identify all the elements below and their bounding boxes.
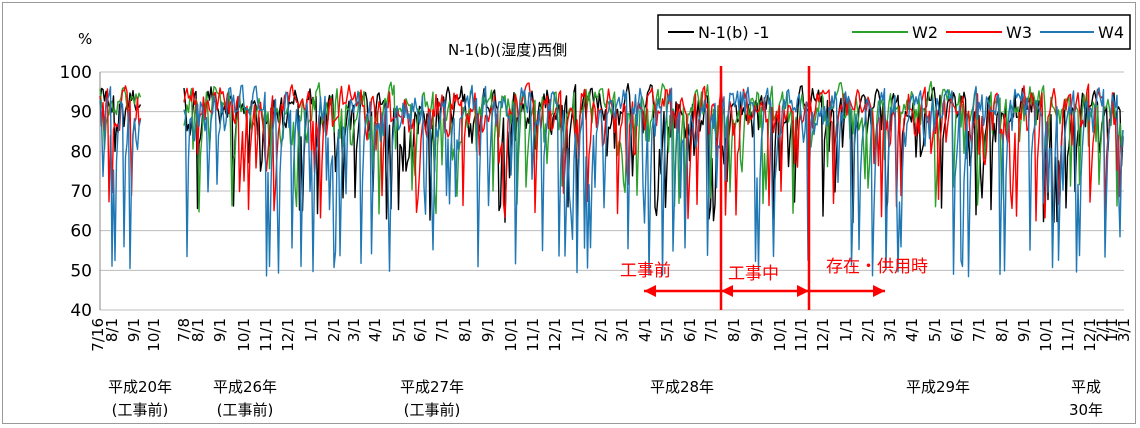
x-tick-label: 1/1 (1103, 318, 1121, 342)
x-tick-label: 10/1 (771, 318, 789, 352)
arrow-during-head-left (721, 285, 733, 297)
series-line-w4 (99, 84, 1124, 278)
x-tick-label: 1/1 (302, 318, 320, 342)
y-axis-ticks: 100 90 80 70 60 50 40 (60, 63, 92, 321)
x-tick-label: 7/16 (89, 318, 107, 352)
x-tick-label: 9/1 (125, 318, 143, 342)
x-tick-label: 3/1 (881, 318, 899, 342)
y-tick-label: 60 (70, 222, 92, 242)
year-label: 平成27年 (400, 378, 464, 396)
x-tick-label: 5/1 (658, 318, 676, 342)
y-tick-label: 40 (70, 301, 92, 321)
x-tick-label: 2/1 (1094, 318, 1112, 342)
x-tick-label: 4/1 (636, 318, 654, 342)
y-tick-label: 90 (70, 103, 92, 123)
y-tick-label: 80 (70, 142, 92, 162)
year-sublabel: (工事前) (112, 401, 169, 419)
x-tick-label: 11/1 (792, 318, 810, 352)
arrow-during-head-right (797, 285, 809, 297)
x-tick-label: 9/1 (211, 318, 229, 342)
x-tick-label: 3/1 (1115, 318, 1133, 342)
year-label: 平成28年 (650, 378, 714, 396)
x-tick-label: 10/1 (1037, 318, 1055, 352)
y-tick-label: 70 (70, 182, 92, 202)
x-tick-label: 3/1 (345, 318, 363, 342)
year-sublabel: (工事前) (404, 401, 461, 419)
x-tick-label: 8/1 (189, 318, 207, 342)
x-tick-label: 9/1 (1015, 318, 1033, 342)
x-tick-label: 7/1 (702, 318, 720, 342)
x-tick-label: 5/1 (926, 318, 944, 342)
arrow-after-head-right (873, 285, 885, 297)
x-tick-label: 1/1 (569, 318, 587, 342)
x-tick-label: 3/1 (613, 318, 631, 342)
year-label: 平成26年 (213, 378, 277, 396)
x-tick-label: 12/1 (814, 318, 832, 352)
x-tick-label: 7/1 (433, 318, 451, 342)
phase-label-before: 工事前 (620, 261, 671, 281)
x-tick-label: 12/1 (546, 318, 564, 352)
x-tick-label: 8/1 (725, 318, 743, 342)
year-label: 平成 (1071, 378, 1101, 396)
x-tick-label: 10/1 (145, 318, 163, 352)
year-label: 平成29年 (906, 378, 970, 396)
y-tick-label: 50 (70, 261, 92, 281)
x-tick-label: 7/1 (970, 318, 988, 342)
x-tick-label: 1/1 (837, 318, 855, 342)
x-tick-label: 8/1 (103, 318, 121, 342)
y-axis-label: % (78, 30, 92, 48)
phase-label-after: 存在・供用時 (826, 257, 928, 277)
x-tick-label: 5/1 (390, 318, 408, 342)
phase-markers (644, 66, 885, 310)
legend-label-w4: W4 (1098, 23, 1124, 42)
x-tick-label: 10/1 (235, 318, 253, 352)
series-lines (99, 80, 1124, 278)
year-sublabel: 30年 (1069, 401, 1103, 419)
legend-label-w2: W2 (912, 23, 938, 42)
x-tick-label: 11/1 (257, 318, 275, 352)
x-tick-label: 11/1 (1059, 318, 1077, 352)
x-tick-label: 6/1 (681, 318, 699, 342)
legend-label-n1b: N-1(b) -1 (698, 23, 770, 42)
x-tick-label: 11/1 (524, 318, 542, 352)
x-tick-label: 12/1 (279, 318, 297, 352)
x-tick-label: 8/1 (456, 318, 474, 342)
x-axis-ticks: 7/168/1 9/1 10/1 7/88/1 9/1 10/1 11/1 12/1 1/1 2/… (89, 318, 1133, 352)
phase-label-during: 工事中 (728, 264, 779, 284)
x-tick-label: 9/1 (748, 318, 766, 342)
x-tick-label: 2/1 (325, 318, 343, 342)
chart-title: N-1(b)(湿度)西側 (448, 41, 567, 59)
arrow-before-head-left (644, 285, 656, 297)
legend-label-w3: W3 (1006, 23, 1032, 42)
year-sublabel: (工事前) (217, 401, 274, 419)
year-label: 平成20年 (108, 378, 172, 396)
x-tick-label: 9/1 (479, 318, 497, 342)
legend: N-1(b) -1 W2 W3 W4 (657, 14, 1131, 50)
x-tick-label: 4/1 (366, 318, 384, 342)
year-labels: 平成20年 (工事前) 平成26年 (工事前) 平成27年 (工事前) 平成28年 平成29年… (108, 378, 1103, 419)
y-tick-label: 100 (60, 63, 92, 83)
x-tick-label: 6/1 (411, 318, 429, 342)
x-tick-label: 2/1 (859, 318, 877, 342)
x-tick-label: 8/1 (993, 318, 1011, 342)
x-tick-label: 10/1 (502, 318, 520, 352)
x-tick-label: 2/1 (592, 318, 610, 342)
x-tick-label: 12/1 (1081, 318, 1099, 352)
x-tick-label: 6/1 (948, 318, 966, 342)
x-tick-label: 4/1 (903, 318, 921, 342)
x-tick-label: 7/8 (175, 318, 193, 342)
